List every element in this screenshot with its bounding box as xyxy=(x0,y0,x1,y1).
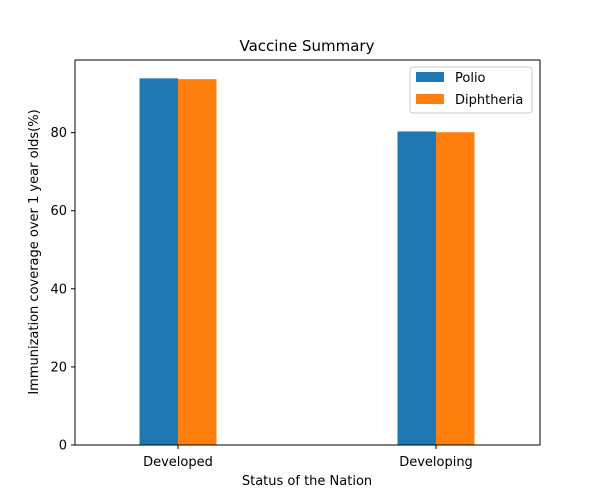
bars-group xyxy=(139,78,475,445)
x-tick-label-developed: Developed xyxy=(143,455,213,470)
x-tick-label-developing: Developing xyxy=(399,455,473,470)
y-tick-label: 20 xyxy=(50,360,67,375)
legend-swatch-diphtheria xyxy=(416,94,444,104)
legend: Polio Diphtheria xyxy=(409,66,533,114)
bar-polio-developing xyxy=(397,131,436,445)
axes-spines xyxy=(74,59,541,446)
bar-diphtheria-developed xyxy=(178,79,217,445)
x-axis-ticks: Developed Developing xyxy=(143,445,473,470)
bar-polio-developed xyxy=(139,78,178,445)
y-tick-label: 40 xyxy=(50,282,67,297)
y-tick-label: 0 xyxy=(59,439,67,454)
y-tick-label: 80 xyxy=(50,126,67,141)
x-axis-label: Status of the Nation xyxy=(242,474,372,489)
chart-title: Vaccine Summary xyxy=(240,37,375,55)
legend-label-polio: Polio xyxy=(455,71,486,86)
y-axis-ticks: 0 20 40 60 80 xyxy=(50,126,75,454)
legend-label-diphtheria: Diphtheria xyxy=(455,93,523,108)
bar-diphtheria-developing xyxy=(436,132,475,445)
y-tick-label: 60 xyxy=(50,204,67,219)
legend-swatch-polio xyxy=(416,72,444,82)
y-axis-label: Immunization coverage over 1 year olds(%… xyxy=(27,109,42,394)
